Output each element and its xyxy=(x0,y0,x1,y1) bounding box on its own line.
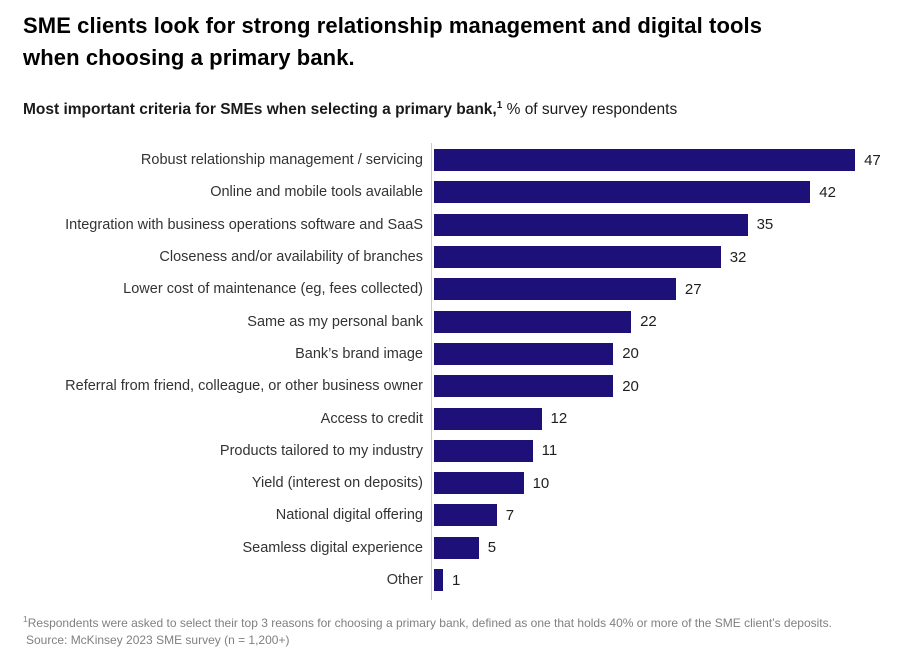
bar-row: Robust relationship management / servici… xyxy=(23,144,881,176)
bar-row: Bank’s brand image 20 xyxy=(23,338,880,370)
bar xyxy=(434,246,721,269)
value-label: 1 xyxy=(452,571,461,589)
value-label: 35 xyxy=(756,216,774,234)
category-label: Robust relationship management / servici… xyxy=(140,152,423,169)
page-title-line1: SME clients look for strong relationship… xyxy=(23,13,763,38)
bar xyxy=(434,472,524,495)
value-label: 20 xyxy=(622,345,639,363)
subtitle-footnote-marker: 1 xyxy=(496,99,503,111)
value-label: 22 xyxy=(640,313,657,331)
bar-row: Seamless digital experience 5 xyxy=(23,532,880,564)
page-title: SME clients look for strong relationship… xyxy=(23,10,880,74)
value-label: 5 xyxy=(487,539,497,557)
bar xyxy=(434,149,856,172)
bar xyxy=(434,407,542,430)
bar-row: Closeness and/or availability of branche… xyxy=(23,241,880,273)
bar xyxy=(434,504,497,527)
y-axis-line xyxy=(431,143,432,601)
category-label: Same as my personal bank xyxy=(247,313,423,330)
bar xyxy=(434,342,614,365)
value-label: 27 xyxy=(684,280,702,298)
category-label: Seamless digital experience xyxy=(242,539,423,556)
source-line: Source: McKinsey 2023 SME survey (n = 1,… xyxy=(26,633,290,648)
bar xyxy=(434,278,676,301)
value-label: 12 xyxy=(550,410,568,428)
value-label: 42 xyxy=(819,183,836,201)
value-label: 32 xyxy=(729,248,747,266)
bar xyxy=(434,310,632,333)
bar xyxy=(434,213,748,236)
value-label: 47 xyxy=(864,151,881,169)
value-label: 20 xyxy=(622,377,639,395)
bar-row: Yield (interest on deposits) 10 xyxy=(23,467,880,499)
footnote-text: Respondents were asked to select their t… xyxy=(27,616,832,631)
bar-row: Referral from friend, colleague, or othe… xyxy=(23,370,880,402)
category-label: National digital offering xyxy=(275,507,423,524)
category-label: Other xyxy=(386,572,423,588)
bar-row: Same as my personal bank 22 xyxy=(23,305,880,337)
bar-row: Integration with business operations sof… xyxy=(23,209,880,241)
chart-subtitle-regular: % of survey respondents xyxy=(502,101,678,118)
category-label: Closeness and/or availability of branche… xyxy=(159,249,423,266)
bar-row: Lower cost of maintenance (eg, fees coll… xyxy=(23,273,880,305)
bar-row: Other 1 xyxy=(23,564,880,596)
bar-row: National digital offering 7 xyxy=(23,499,880,531)
bar-row: Online and mobile tools available 42 xyxy=(23,176,880,208)
footnote-marker: 1 xyxy=(23,614,28,625)
category-label: Online and mobile tools available xyxy=(210,184,423,201)
footnote-line: 1Respondents were asked to select their … xyxy=(23,615,880,632)
category-label: Bank’s brand image xyxy=(295,345,423,362)
chart-subtitle: Most important criteria for SMEs when se… xyxy=(23,100,880,120)
bar-row: Access to credit 12 xyxy=(23,402,880,434)
category-label: Yield (interest on deposits) xyxy=(251,475,423,492)
category-label: Lower cost of maintenance (eg, fees coll… xyxy=(123,281,423,298)
bar xyxy=(434,181,811,204)
bar xyxy=(434,569,443,591)
value-label: 11 xyxy=(541,442,558,460)
category-label: Integration with business operations sof… xyxy=(65,216,423,233)
bar xyxy=(434,375,614,398)
page-title-line2: when choosing a primary bank. xyxy=(23,45,355,70)
category-label: Products tailored to my industry xyxy=(219,442,423,459)
value-label: 7 xyxy=(505,506,515,524)
value-label: 10 xyxy=(532,474,550,492)
bar xyxy=(434,439,533,462)
bar-row: Products tailored to my industry 11 xyxy=(23,435,880,467)
category-label: Access to credit xyxy=(320,410,423,427)
chart-subtitle-bold: Most important criteria for SMEs when se… xyxy=(23,101,497,118)
bar-chart: Robust relationship management / servici… xyxy=(23,143,881,601)
bar xyxy=(434,536,479,559)
footnote: 1Respondents were asked to select their … xyxy=(23,615,880,649)
category-label: Referral from friend, colleague, or othe… xyxy=(65,378,423,395)
